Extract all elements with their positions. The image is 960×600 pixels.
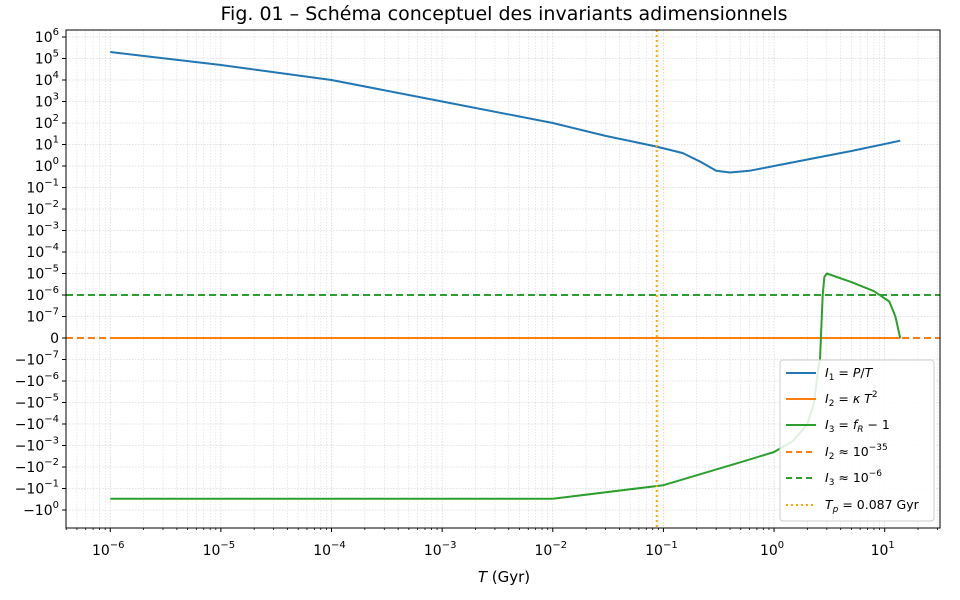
plot-frame bbox=[65, 29, 941, 529]
y-tick-label: −100 bbox=[23, 500, 59, 519]
y-tick-label: 10−1 bbox=[26, 178, 59, 197]
legend-label-i3: I3 = fR − 1 bbox=[825, 417, 890, 435]
x-tick-label: 10−4 bbox=[313, 540, 346, 559]
y-tick-label: −10−2 bbox=[15, 457, 59, 476]
y-tick-label: 10−7 bbox=[26, 307, 59, 326]
x-tick-label: 10−3 bbox=[424, 540, 457, 559]
legend-label-tp: Tp = 0.087 Gyr bbox=[825, 497, 920, 515]
data-lines bbox=[66, 30, 940, 528]
y-tick-label: 105 bbox=[35, 49, 59, 68]
y-tick-label: 10−6 bbox=[26, 285, 59, 304]
x-tick-label: 10−2 bbox=[534, 540, 567, 559]
y-tick-label: −10−7 bbox=[15, 350, 59, 369]
legend-box bbox=[779, 359, 935, 522]
y-tick-label: 104 bbox=[35, 70, 59, 89]
y-tick-label: −10−4 bbox=[15, 414, 59, 433]
legend: I1 = P/T I2 = κ T2 I3 = fR − 1 I2 ≈ 10−3… bbox=[779, 359, 935, 522]
legend-label-i1: I1 = P/T bbox=[825, 365, 874, 383]
x-tick-label: 10−5 bbox=[203, 540, 236, 559]
y-tick-label: −10−3 bbox=[15, 436, 59, 455]
y-tick-label: −10−6 bbox=[15, 371, 59, 390]
series-line-i3 bbox=[110, 272, 902, 500]
x-tick-label: 10−1 bbox=[645, 540, 678, 559]
legend-label-i3-approx: I3 ≈ 10−6 bbox=[825, 469, 882, 488]
chart-title: Fig. 01 – Schéma conceptuel des invarian… bbox=[221, 3, 788, 25]
x-tick-label: 101 bbox=[871, 540, 895, 559]
y-axis: 106 105 104 103 102 101 100 10−1 10−2 10−3 10−4 10−… bbox=[15, 27, 66, 519]
y-tick-label: −10−5 bbox=[15, 393, 59, 412]
x-axis: 10−6 10−5 10−4 10−3 10−2 10−1 100 101 bbox=[65, 528, 938, 559]
y-tick-label: 10−2 bbox=[26, 199, 59, 218]
legend-label-i2: I2 = κ T2 bbox=[825, 390, 878, 409]
y-tick-label: −10−1 bbox=[15, 479, 59, 498]
y-tick-label: 10−5 bbox=[26, 264, 59, 283]
y-tick-label: 10−3 bbox=[26, 221, 59, 240]
y-tick-label: 102 bbox=[35, 113, 59, 132]
y-tick-label: 101 bbox=[35, 135, 59, 154]
legend-label-i2-approx: I2 ≈ 10−35 bbox=[825, 443, 888, 462]
y-tick-label: 0 bbox=[50, 331, 59, 347]
series-line-i1 bbox=[110, 51, 901, 174]
y-tick-label: 10−4 bbox=[26, 242, 59, 261]
y-tick-label: 100 bbox=[35, 156, 59, 175]
x-axis-label: T (Gyr) bbox=[478, 568, 530, 586]
y-tick-label: 106 bbox=[35, 27, 59, 46]
x-tick-label: 10−6 bbox=[92, 540, 125, 559]
x-tick-label: 100 bbox=[760, 540, 784, 559]
y-tick-label: 103 bbox=[35, 92, 59, 111]
